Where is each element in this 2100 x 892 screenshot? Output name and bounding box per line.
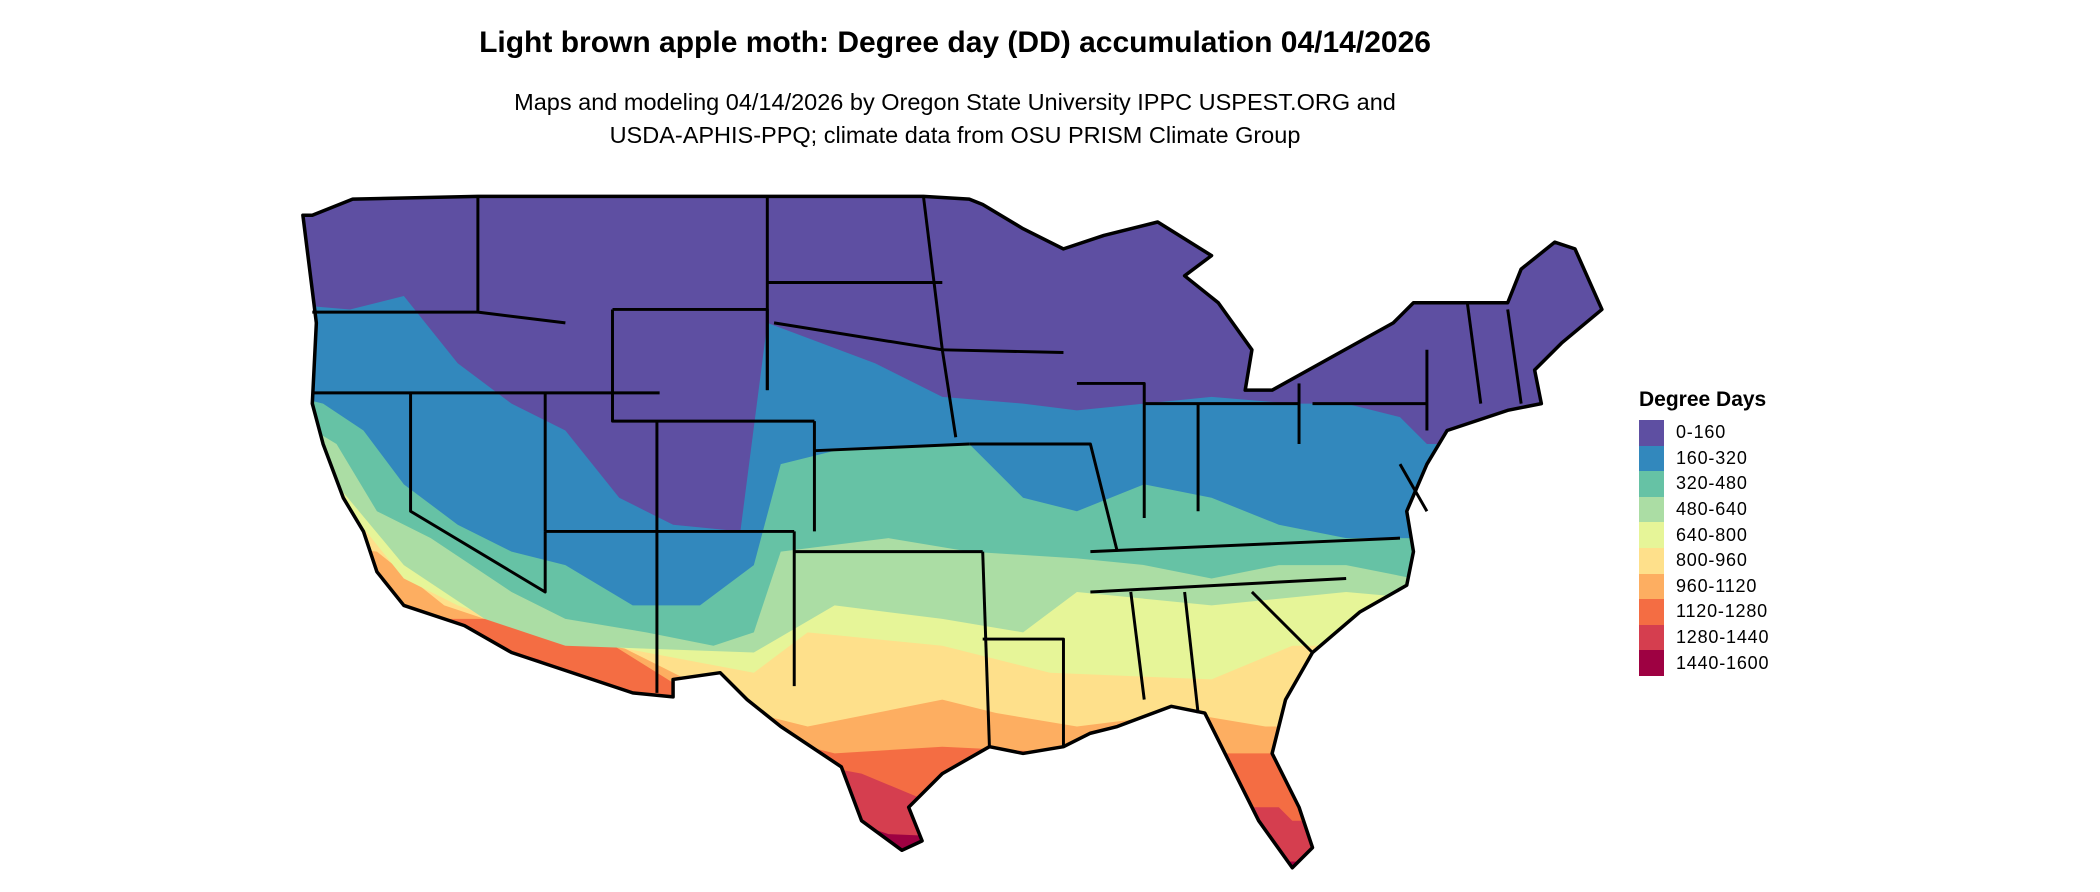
legend-swatch (1639, 650, 1664, 676)
state-border (611, 309, 815, 423)
legend-swatch (1639, 445, 1664, 472)
state-border (921, 196, 944, 350)
legend-item: 960-1120 (1639, 573, 1769, 600)
state-border (1465, 302, 1483, 404)
state-border (476, 196, 566, 325)
state-border (982, 637, 1065, 747)
legend-item: 640-800 (1639, 522, 1769, 548)
state-border (409, 392, 547, 594)
us-national-border (301, 194, 1604, 870)
legend-swatch (1639, 624, 1664, 651)
legend-item: 1280-1440 (1639, 624, 1770, 651)
state-border (942, 348, 1064, 354)
subtitle-line-1: Maps and modeling 04/14/2026 by Oregon S… (514, 89, 1396, 115)
state-border (1183, 591, 1200, 714)
map-subtitle: Maps and modeling 04/14/2026 by Oregon S… (0, 86, 1910, 152)
state-border (969, 442, 1119, 552)
legend: Degree Days 0-160 160-320 320-480 480-640 64… (1639, 388, 1769, 676)
state-border (1129, 591, 1146, 700)
state-border (1250, 590, 1314, 654)
legend-label: 960-1120 (1676, 575, 1758, 596)
legend-item: 0-160 (1639, 420, 1769, 446)
map-title: Light brown apple moth: Degree day (DD) … (479, 26, 1431, 59)
legend-item: 800-960 (1639, 547, 1769, 574)
state-border (1090, 536, 1401, 554)
legend-swatch (1639, 522, 1664, 548)
legend-item: 160-320 (1639, 445, 1769, 472)
legend-swatch (1639, 496, 1664, 523)
legend-swatch (1639, 471, 1664, 497)
legend-label: 160-320 (1676, 447, 1748, 468)
legend-item: 320-480 (1639, 471, 1769, 497)
legend-label: 800-960 (1676, 550, 1748, 571)
legend-label: 1120-1280 (1676, 601, 1768, 622)
legend-label: 1280-1440 (1676, 627, 1770, 648)
state-border (1076, 381, 1300, 406)
state-border (981, 551, 991, 747)
legend-item: 480-640 (1639, 496, 1769, 523)
legend-label: 1440-1600 (1676, 652, 1770, 673)
state-border (1398, 463, 1429, 512)
legend-item: 1440-1600 (1639, 650, 1769, 676)
legend-label: 320-480 (1676, 473, 1748, 494)
subtitle-line-2: USDA-APHIS-PPQ; climate data from OSU PR… (609, 122, 1301, 148)
legend-label: 480-640 (1676, 499, 1748, 520)
legend-swatch (1639, 547, 1664, 574)
legend-label: 0-160 (1676, 422, 1727, 443)
legend-item: 1120-1280 (1639, 599, 1769, 625)
state-border (1506, 309, 1523, 404)
state-boundaries (301, 194, 1604, 870)
legend-title: Degree Days (1639, 388, 1767, 411)
legend-swatch (1639, 420, 1664, 446)
state-border (1090, 577, 1347, 594)
legend-swatch (1639, 573, 1664, 600)
legend-swatch (1639, 599, 1664, 625)
state-border (814, 442, 970, 453)
legend-label: 640-800 (1676, 524, 1748, 545)
